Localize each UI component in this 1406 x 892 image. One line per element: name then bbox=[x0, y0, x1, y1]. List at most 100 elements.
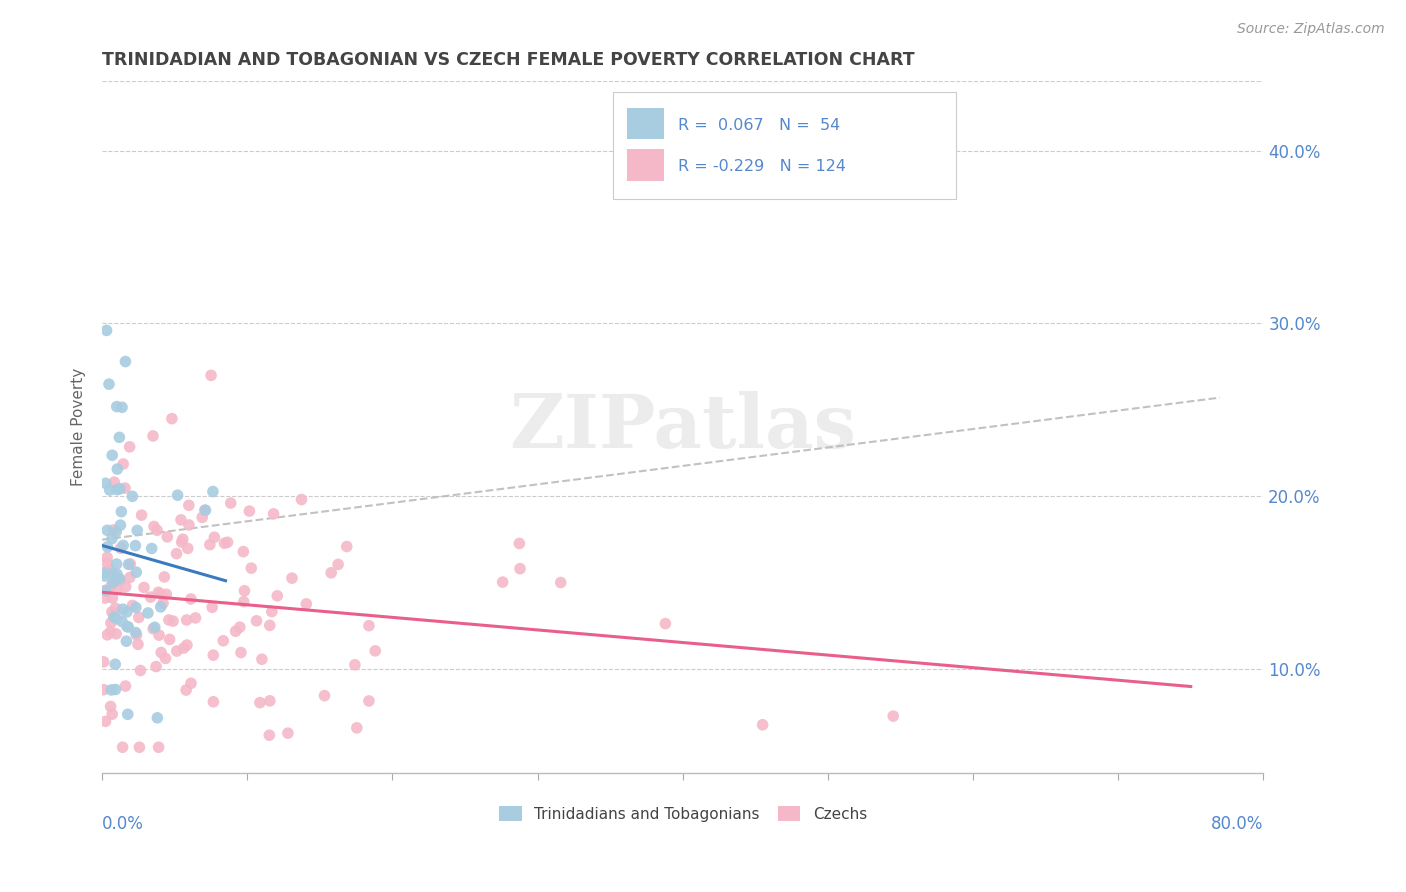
Point bbox=[104, 682, 127, 697]
Point bbox=[104, 572, 127, 586]
Point bbox=[101, 532, 124, 546]
Point bbox=[198, 538, 221, 552]
Point bbox=[94, 583, 117, 598]
Point bbox=[105, 627, 128, 641]
Point bbox=[550, 575, 572, 590]
Point bbox=[100, 683, 122, 698]
Point bbox=[364, 644, 387, 658]
Point bbox=[143, 519, 166, 533]
Point bbox=[108, 574, 131, 588]
Point bbox=[103, 610, 125, 624]
Point bbox=[148, 740, 170, 755]
Point bbox=[136, 606, 159, 620]
Point bbox=[259, 694, 281, 708]
Point bbox=[152, 596, 174, 610]
Point bbox=[250, 652, 273, 666]
Point bbox=[115, 634, 138, 648]
Point bbox=[142, 429, 165, 443]
Point bbox=[96, 323, 118, 337]
Point bbox=[245, 614, 267, 628]
Point bbox=[194, 503, 217, 517]
Point bbox=[259, 728, 281, 742]
Point bbox=[103, 575, 125, 590]
Point bbox=[492, 575, 515, 590]
Point bbox=[117, 707, 139, 722]
Point bbox=[346, 721, 368, 735]
Point bbox=[93, 566, 115, 580]
Point bbox=[219, 496, 242, 510]
Point bbox=[150, 646, 173, 660]
Point bbox=[882, 709, 904, 723]
Point bbox=[112, 457, 135, 471]
Point bbox=[281, 571, 304, 585]
FancyBboxPatch shape bbox=[613, 92, 956, 199]
FancyBboxPatch shape bbox=[627, 150, 664, 180]
Point bbox=[191, 510, 214, 524]
Point bbox=[121, 599, 143, 613]
Point bbox=[96, 556, 118, 570]
Point bbox=[111, 602, 134, 616]
Point bbox=[104, 657, 127, 672]
Point bbox=[249, 696, 271, 710]
Point bbox=[98, 377, 121, 392]
Point bbox=[100, 624, 122, 639]
Point bbox=[166, 547, 188, 561]
Point bbox=[96, 550, 118, 565]
Point bbox=[202, 695, 225, 709]
Point bbox=[105, 524, 128, 539]
Point bbox=[105, 462, 128, 476]
Point bbox=[160, 411, 183, 425]
Point bbox=[157, 613, 180, 627]
Point bbox=[166, 644, 188, 658]
Point bbox=[143, 620, 166, 634]
Point bbox=[180, 592, 202, 607]
Point bbox=[508, 536, 530, 550]
Point bbox=[184, 611, 207, 625]
Point bbox=[132, 581, 155, 595]
Point bbox=[93, 569, 115, 583]
Point bbox=[202, 530, 225, 544]
Point bbox=[238, 504, 260, 518]
Point bbox=[201, 600, 224, 615]
Point bbox=[103, 475, 125, 490]
Point bbox=[229, 646, 252, 660]
Point bbox=[263, 507, 285, 521]
Point bbox=[217, 535, 239, 549]
Point bbox=[326, 558, 349, 572]
Point bbox=[110, 518, 132, 533]
Point bbox=[120, 557, 142, 571]
Point bbox=[114, 354, 136, 368]
Point bbox=[232, 595, 254, 609]
Point bbox=[125, 566, 148, 580]
Point bbox=[93, 682, 115, 697]
Point bbox=[240, 561, 263, 575]
Point bbox=[104, 601, 127, 615]
Point bbox=[115, 605, 138, 619]
Point bbox=[118, 440, 141, 454]
Point bbox=[127, 524, 149, 538]
Text: R =  0.067   N =  54: R = 0.067 N = 54 bbox=[678, 118, 841, 133]
Point bbox=[174, 683, 197, 698]
Point bbox=[314, 689, 336, 703]
Point bbox=[117, 620, 139, 634]
Point bbox=[98, 483, 121, 497]
Point bbox=[101, 707, 124, 722]
Point bbox=[225, 624, 247, 639]
Text: 0.0%: 0.0% bbox=[103, 814, 143, 833]
Point bbox=[125, 625, 148, 640]
Point bbox=[149, 587, 172, 601]
Point bbox=[139, 590, 162, 604]
Point bbox=[149, 599, 172, 614]
Point bbox=[176, 613, 198, 627]
Point bbox=[148, 585, 170, 599]
Point bbox=[98, 563, 121, 577]
Point bbox=[101, 591, 124, 606]
Point bbox=[110, 505, 132, 519]
Point bbox=[114, 481, 136, 495]
Point bbox=[177, 541, 200, 556]
Point bbox=[112, 538, 135, 552]
Point bbox=[111, 740, 134, 755]
Point bbox=[159, 632, 181, 647]
Point bbox=[103, 523, 125, 537]
Point bbox=[114, 679, 136, 693]
